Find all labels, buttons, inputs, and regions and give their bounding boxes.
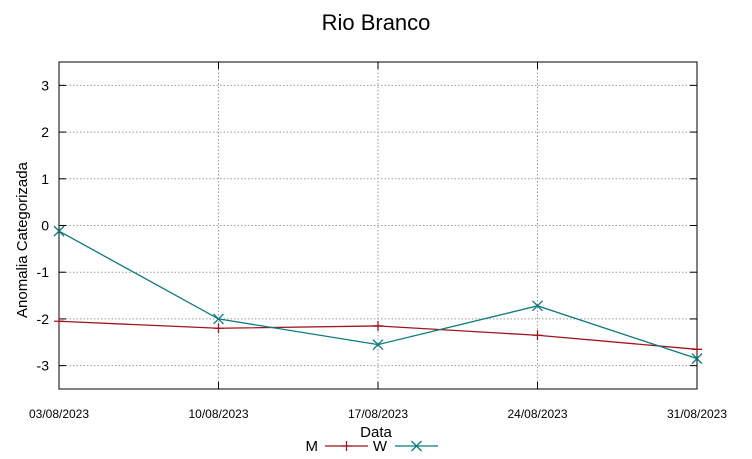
chart-title: Rio Branco (322, 10, 431, 35)
y-tick-label: -1 (37, 264, 50, 280)
series-w-point (691, 353, 703, 365)
series-w-point (53, 225, 65, 237)
series-w-point (213, 313, 224, 325)
series-w-point (532, 300, 543, 312)
series-m-point (213, 323, 224, 334)
x-tick-label: 10/08/2023 (188, 407, 248, 421)
x-tick-label: 03/08/2023 (29, 407, 89, 421)
series-w-point (372, 339, 384, 351)
x-axis-ticks: 03/08/2023 10/08/2023 17/08/2023 24/08/2023… (29, 62, 727, 421)
series-m-point (54, 316, 64, 327)
x-axis-label: Data (360, 424, 392, 441)
y-tick-label: 2 (41, 124, 49, 140)
series-m-point (532, 330, 543, 341)
y-axis-label: Anomalia Categorizada (14, 161, 31, 318)
legend-label-w: W (373, 438, 388, 455)
y-axis-ticks: 3 2 1 0 -1 -2 -3 (37, 77, 697, 374)
grid (59, 62, 697, 389)
x-tick-label: 24/08/2023 (507, 407, 567, 421)
series-m-point (373, 320, 383, 331)
y-tick-label: -2 (37, 311, 50, 327)
y-tick-label: 0 (41, 218, 49, 234)
x-tick-label: 17/08/2023 (348, 407, 408, 421)
legend-marker-w (411, 440, 422, 452)
y-tick-label: 3 (41, 77, 49, 93)
y-tick-label: -3 (37, 358, 50, 374)
series-group (53, 225, 703, 365)
y-tick-label: 1 (41, 171, 49, 187)
series-m-point (692, 344, 702, 355)
legend-label-m: M (306, 438, 319, 455)
legend-marker-m (341, 441, 352, 451)
x-tick-label: 31/08/2023 (667, 407, 727, 421)
